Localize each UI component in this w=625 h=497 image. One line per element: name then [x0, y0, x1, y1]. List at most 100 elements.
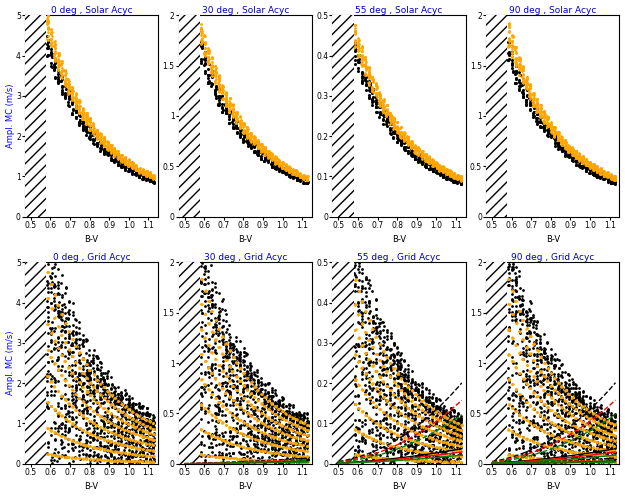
Point	[225, 333, 235, 341]
Point	[539, 347, 549, 355]
Point	[400, 417, 410, 425]
Point	[250, 406, 260, 414]
Point	[578, 420, 587, 428]
Point	[599, 458, 609, 466]
Point	[550, 455, 560, 463]
Point	[361, 274, 371, 282]
Point	[581, 408, 591, 416]
Point	[532, 392, 542, 400]
Point	[428, 166, 438, 174]
Point	[273, 430, 283, 438]
Point	[385, 372, 395, 380]
Point	[563, 418, 573, 426]
Point	[281, 448, 291, 456]
Point	[46, 32, 56, 40]
Point	[221, 90, 231, 98]
Point	[232, 441, 242, 449]
Point	[504, 42, 514, 50]
Point	[456, 177, 466, 185]
Point	[410, 457, 420, 465]
Point	[231, 353, 241, 361]
Point	[64, 426, 74, 434]
Point	[407, 149, 417, 157]
Point	[388, 134, 398, 142]
Point	[71, 101, 81, 109]
Point	[113, 445, 123, 453]
Point	[131, 430, 141, 438]
Point	[249, 456, 259, 464]
Point	[396, 369, 406, 377]
Point	[110, 147, 120, 155]
Point	[239, 454, 249, 462]
Point	[546, 394, 556, 402]
Point	[424, 402, 434, 410]
Point	[413, 432, 423, 440]
Point	[234, 455, 244, 463]
Point	[229, 454, 239, 462]
Point	[410, 428, 420, 436]
Point	[267, 441, 277, 449]
Point	[207, 411, 217, 419]
Point	[299, 419, 309, 427]
Point	[514, 452, 524, 460]
Point	[92, 139, 102, 147]
Point	[60, 82, 70, 90]
Point	[246, 428, 256, 436]
Point	[603, 454, 613, 462]
Point	[274, 427, 284, 435]
Point	[91, 375, 101, 383]
Point	[546, 393, 556, 401]
Point	[63, 399, 73, 407]
Point	[149, 452, 159, 460]
Point	[428, 448, 438, 456]
Point	[550, 409, 560, 417]
Point	[521, 349, 531, 357]
Point	[138, 438, 148, 446]
Point	[585, 166, 595, 173]
Point	[134, 418, 144, 426]
Point	[589, 416, 599, 424]
Point	[242, 135, 252, 143]
Point	[445, 457, 455, 465]
Point	[114, 400, 124, 408]
Point	[574, 416, 584, 424]
Point	[82, 369, 92, 377]
Point	[392, 127, 402, 135]
Point	[413, 412, 423, 419]
Point	[46, 38, 56, 46]
Point	[595, 445, 605, 453]
Point	[271, 402, 281, 410]
Point	[127, 414, 137, 422]
Point	[449, 417, 459, 425]
Point	[446, 421, 456, 429]
Point	[396, 397, 406, 405]
Point	[85, 391, 95, 399]
Point	[570, 422, 580, 430]
Point	[292, 428, 302, 436]
Point	[257, 446, 267, 454]
Point	[581, 414, 591, 422]
Point	[231, 454, 241, 462]
Point	[549, 427, 559, 435]
Point	[64, 78, 74, 85]
Point	[71, 386, 81, 394]
Point	[444, 174, 454, 182]
Point	[214, 84, 224, 92]
Point	[441, 426, 451, 434]
Point	[364, 382, 374, 390]
Point	[586, 422, 596, 430]
Point	[120, 158, 130, 166]
Point	[54, 422, 64, 430]
Point	[92, 432, 103, 440]
Point	[424, 441, 434, 449]
Point	[114, 399, 124, 407]
Point	[372, 367, 382, 375]
Point	[446, 172, 456, 180]
Point	[130, 170, 140, 178]
Point	[78, 382, 88, 390]
Point	[606, 419, 616, 427]
Point	[571, 147, 581, 155]
Point	[99, 446, 109, 454]
Point	[607, 430, 617, 438]
Point	[386, 351, 396, 359]
